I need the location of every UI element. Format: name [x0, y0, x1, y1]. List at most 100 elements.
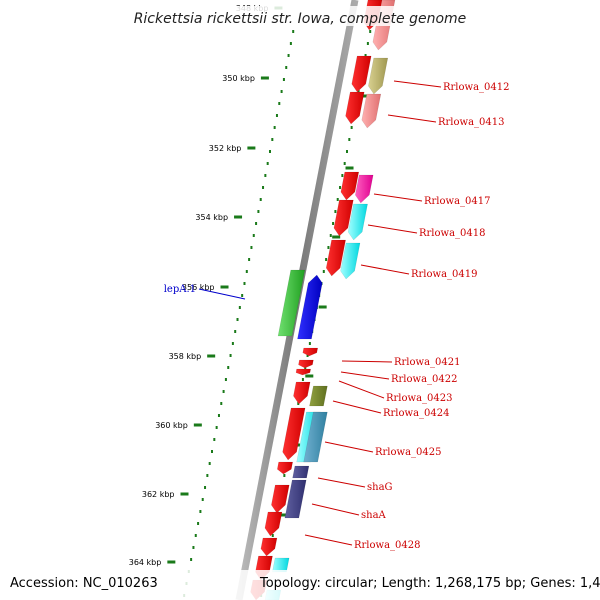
gene-block [284, 479, 307, 519]
guide-dot [227, 366, 230, 369]
title-backdrop [137, 6, 467, 26]
guide-dot [220, 402, 223, 405]
guide-dot [194, 534, 197, 537]
gene-label-leader [324, 441, 374, 453]
topology-text: Topology: circular; Length: 1,268,175 bp… [259, 576, 600, 591]
guide-dot [204, 486, 207, 489]
guide-dot [255, 222, 258, 225]
gene-label[interactable]: shaG [367, 482, 393, 493]
gene-label-leader [304, 534, 353, 546]
guide-dot [266, 162, 269, 165]
guide-dot [275, 114, 278, 117]
guide-dot [348, 138, 351, 141]
gene-block [297, 274, 323, 340]
guide-dot [325, 258, 328, 261]
gene-block [292, 465, 310, 479]
gene-label-leader [338, 380, 385, 399]
gene-block [340, 242, 361, 280]
guide-dot [250, 246, 253, 249]
scale-minor-tick [332, 235, 341, 239]
gene-label[interactable]: Rrlowa_0428 [354, 540, 421, 551]
gene-block [271, 484, 290, 514]
guide-dot [364, 54, 367, 57]
guide-dot [271, 138, 274, 141]
guide-dot [292, 30, 295, 33]
gene-label[interactable]: Rrlowa_0422 [391, 374, 458, 385]
gene-label[interactable]: Rrlowa_0424 [383, 408, 450, 419]
gene-labels: Rrlowa_0412 Rrlowa_0413 Rrlowa_0417 Rrlowa_… [164, 82, 510, 551]
guide-dot [224, 378, 227, 381]
scale-tick-label: 362 kbp [142, 490, 175, 499]
gene-label[interactable]: lepA.1 [164, 284, 196, 295]
gene-block [277, 461, 293, 475]
gene-label[interactable]: Rrlowa_0423 [386, 393, 453, 404]
scale-tick-mark [193, 423, 202, 427]
guide-dot [262, 186, 265, 189]
gene-label-leader [341, 360, 393, 363]
guide-dot [271, 534, 274, 537]
gene-block [333, 199, 354, 237]
scale-tick-mark [234, 215, 243, 219]
map-title: Rickettsia rickettsii str. Iowa, complet… [134, 11, 467, 27]
guide-dot [238, 306, 241, 309]
gene-label-leader [373, 193, 423, 202]
guide-dot [199, 510, 202, 513]
guide-dot [287, 54, 290, 57]
gene-label-leader [393, 80, 442, 88]
gene-block [355, 174, 374, 204]
gene-label[interactable]: Rrlowa_0421 [394, 357, 461, 368]
guide-dot [213, 438, 216, 441]
gene-block [298, 359, 314, 369]
guide-dot [329, 234, 332, 237]
scale-minor-tick [345, 166, 354, 170]
guide-dot [350, 126, 353, 129]
gene-block [340, 171, 360, 201]
scale-tick-mark [167, 560, 176, 564]
scale-tick-mark [247, 146, 256, 150]
guide-dot [278, 102, 281, 105]
gene-label-leader [387, 114, 437, 123]
gene-label-leader [311, 503, 360, 516]
guide-dot [282, 78, 285, 81]
guide-dot [339, 186, 342, 189]
guide-dot [306, 354, 309, 357]
guide-dot [327, 246, 330, 249]
gene-block [325, 239, 346, 277]
guide-dot [243, 282, 246, 285]
gene-label[interactable]: Rrlowa_0417 [424, 196, 491, 207]
guide-dot [301, 378, 304, 381]
gene-label-leader [317, 477, 366, 488]
guide-dot [241, 294, 244, 297]
gene-block [361, 93, 382, 129]
guide-dot [257, 210, 260, 213]
gene-label[interactable]: Rrlowa_0413 [438, 117, 505, 128]
guide-dot [236, 318, 239, 321]
guide-dot [343, 162, 346, 165]
gene-block [264, 511, 283, 537]
scale-minor-tick [278, 513, 287, 517]
footer-backdrop [0, 570, 600, 600]
guide-dot [231, 342, 234, 345]
guide-dot [208, 462, 211, 465]
gene-block [347, 203, 368, 241]
guide-dot [336, 198, 339, 201]
guide-dot [285, 66, 288, 69]
gene-label[interactable]: Rrlowa_0419 [411, 269, 478, 280]
gene-label[interactable]: Rrlowa_0425 [375, 447, 442, 458]
guide-dot [357, 90, 360, 93]
gene-block [295, 368, 311, 376]
guide-dot [229, 354, 232, 357]
guide-dot [369, 30, 372, 33]
scale-tick-label: 350 kbp [222, 74, 255, 83]
guide-dot [259, 198, 262, 201]
gene-block [351, 55, 372, 93]
guide-dot [192, 546, 195, 549]
gene-features [250, 0, 396, 600]
gene-block [277, 269, 306, 337]
guide-dot [248, 258, 251, 261]
gene-label[interactable]: Rrlowa_0412 [443, 82, 510, 93]
gene-label[interactable]: Rrlowa_0418 [419, 228, 486, 239]
gene-block [309, 385, 328, 407]
gene-label[interactable]: shaA [361, 510, 387, 521]
scale-tick-mark [260, 76, 269, 80]
